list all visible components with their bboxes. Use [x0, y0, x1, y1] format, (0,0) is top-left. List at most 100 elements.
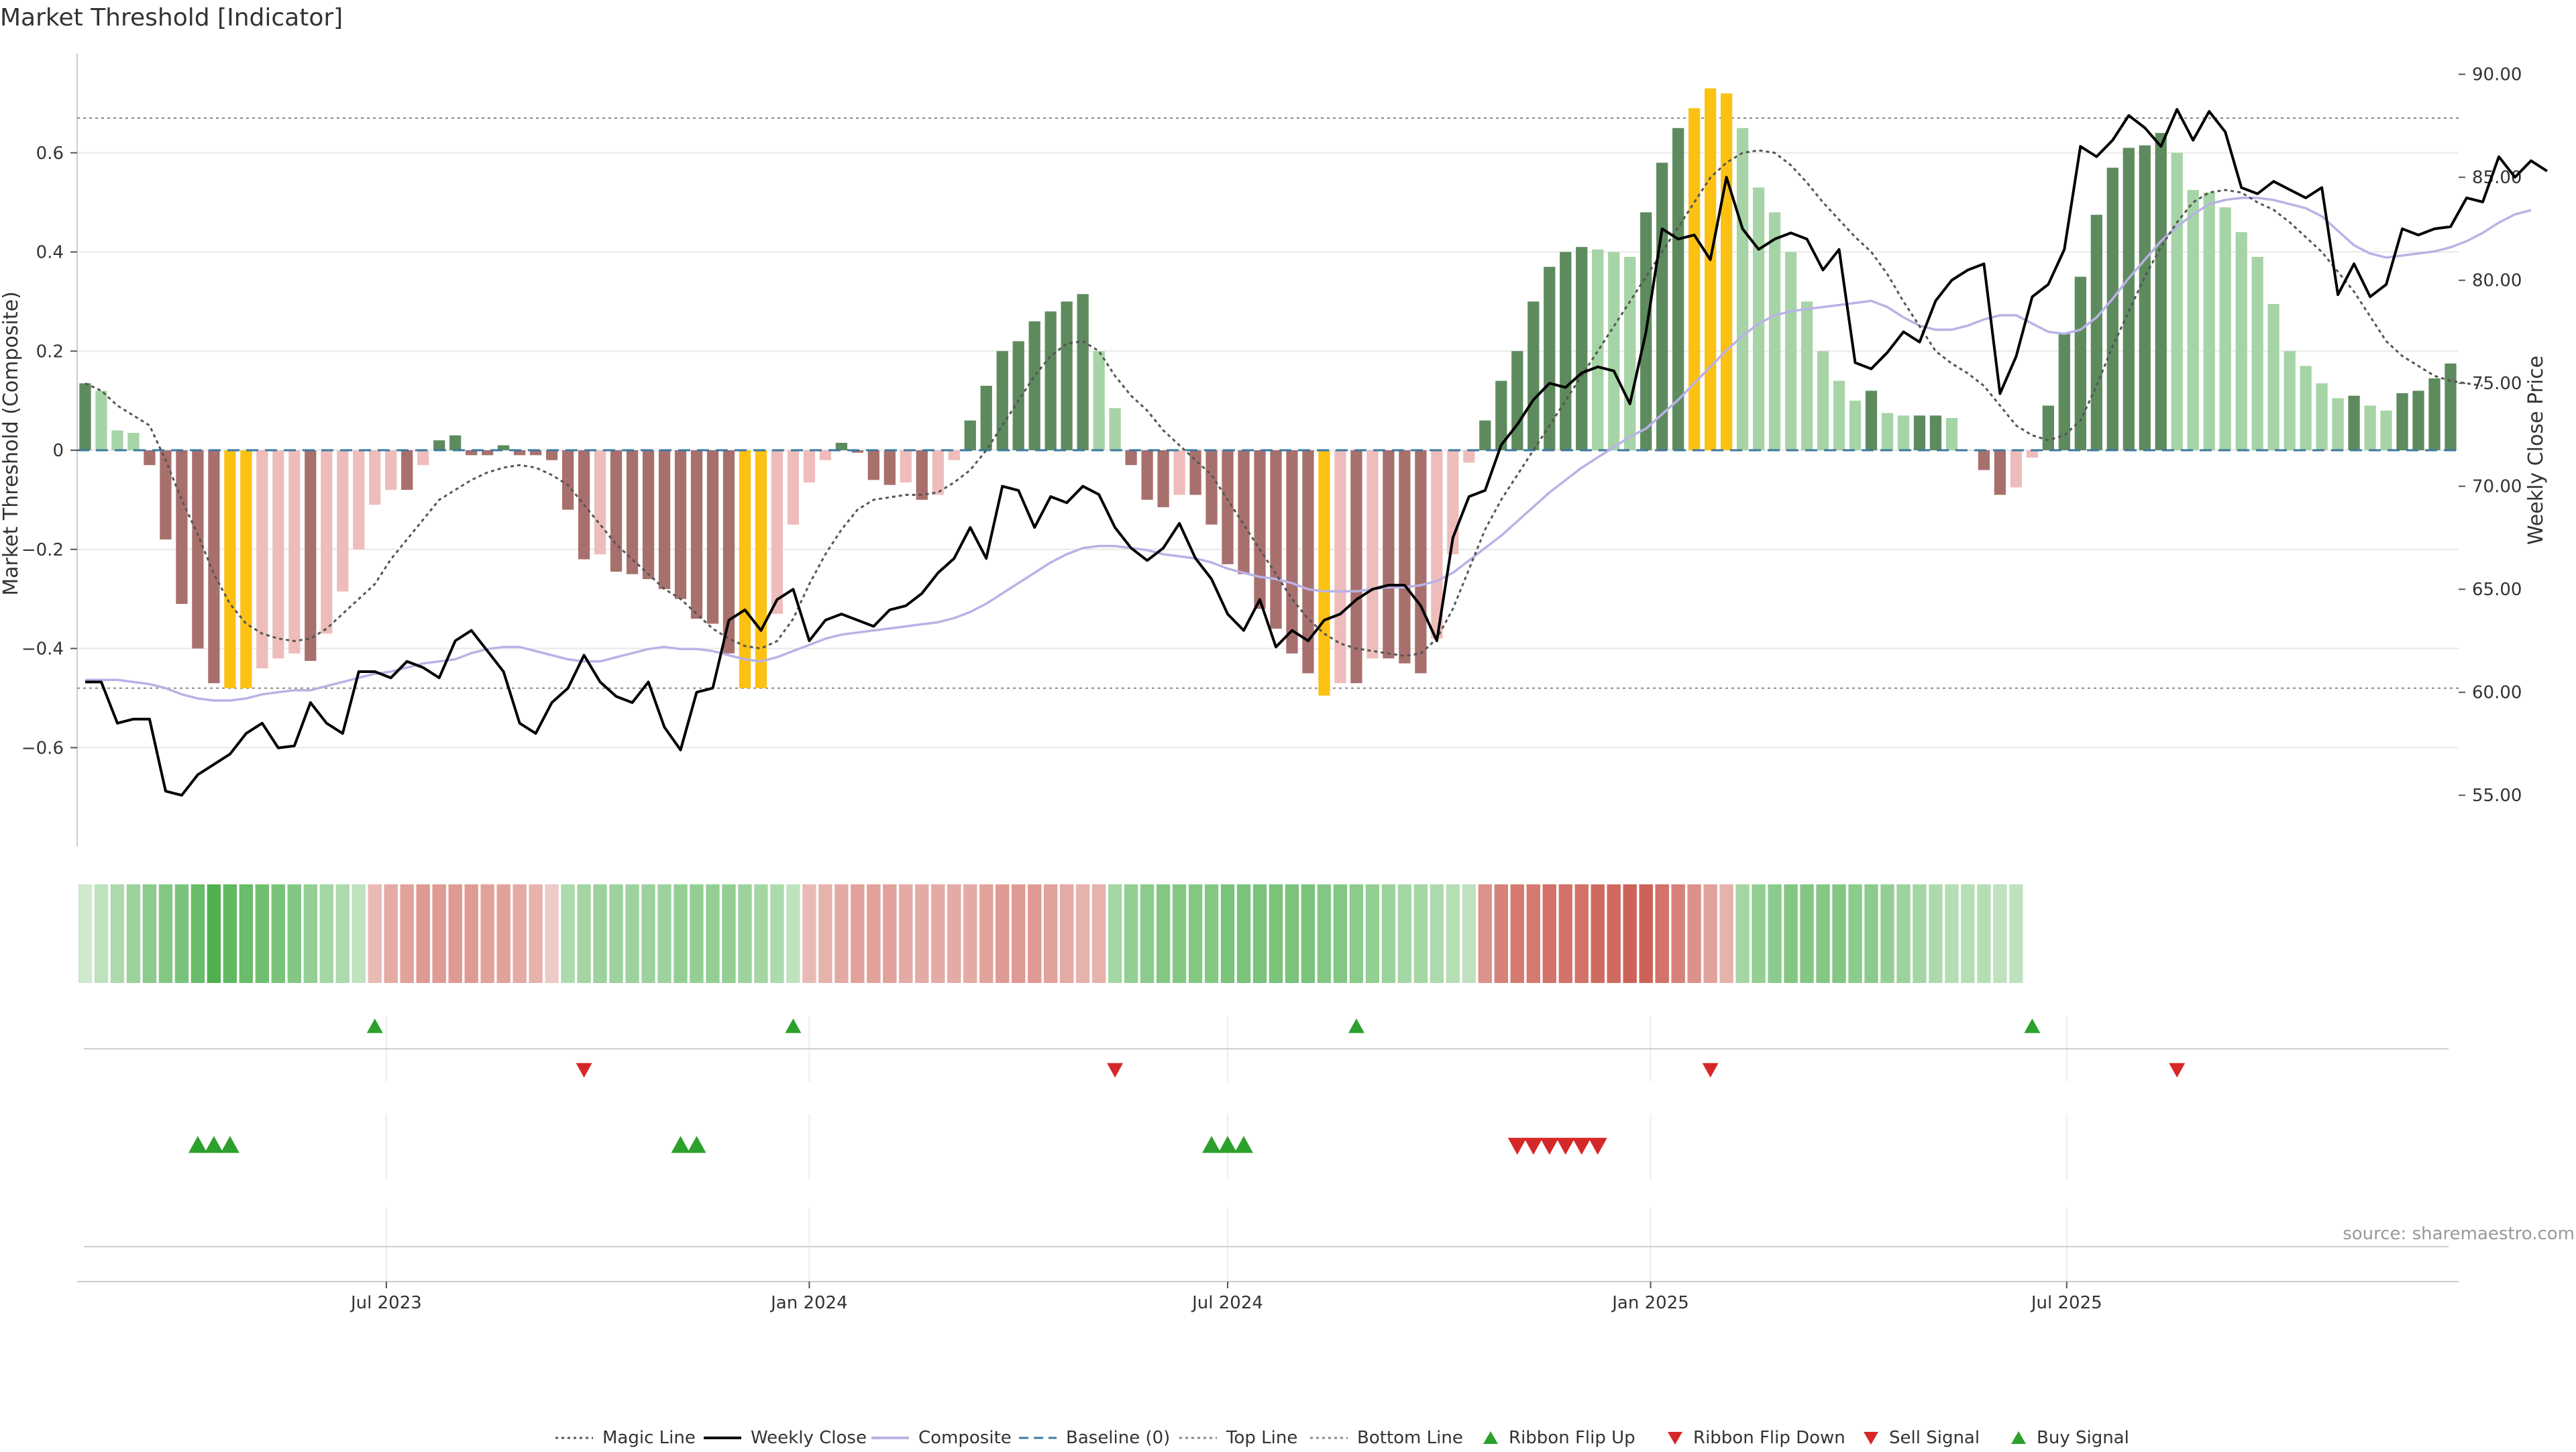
- composite-bar: [2428, 378, 2440, 450]
- ribbon-cell: [625, 884, 639, 983]
- ribbon-cell: [1977, 884, 1991, 983]
- composite-bar: [1061, 301, 1073, 450]
- right-axis-tick-label: 65.00: [2472, 580, 2522, 600]
- composite-bar: [610, 450, 623, 572]
- composite-bar: [545, 450, 558, 460]
- ribbon-cell: [480, 884, 494, 983]
- ribbon-cell: [786, 884, 800, 983]
- ribbon-cell: [657, 884, 672, 983]
- legend-label: Top Line: [1226, 1428, 1298, 1448]
- ribbon-cell: [1043, 884, 1058, 983]
- composite-bar: [1125, 450, 1137, 466]
- composite-bar: [2251, 256, 2263, 450]
- composite-bar: [690, 450, 703, 619]
- composite-bar: [1768, 212, 1781, 450]
- ribbon-cell: [706, 884, 720, 983]
- composite-bar: [932, 450, 944, 495]
- legend-item: Composite: [870, 1428, 1012, 1448]
- buy-signal-marker: [204, 1136, 223, 1153]
- ribbon-cell: [384, 884, 398, 983]
- ribbon-flip-up-marker: [2024, 1019, 2041, 1033]
- left-axis-tick-label: 0.2: [36, 342, 64, 362]
- left-axis-tick-label: 0.4: [36, 243, 64, 263]
- composite-bar: [127, 433, 140, 450]
- composite-bar: [948, 450, 960, 460]
- composite-bar: [1173, 450, 1185, 495]
- ribbon-cell: [561, 884, 575, 983]
- composite-bar: [353, 450, 365, 550]
- ribbon-cell: [416, 884, 430, 983]
- right-axis-tick-label: 55.00: [2472, 786, 2522, 806]
- right-axis-label: Weekly Close Price: [2524, 356, 2548, 545]
- ribbon-cell: [352, 884, 366, 983]
- ribbon-cell: [223, 884, 237, 983]
- ribbon-cell: [1993, 884, 2007, 983]
- ribbon-cell: [1252, 884, 1267, 983]
- sell-signal-marker: [1523, 1137, 1543, 1155]
- ribbon-cell: [432, 884, 446, 983]
- legend-item: Top Line: [1178, 1428, 1297, 1448]
- legend-item: Ribbon Flip Down: [1665, 1428, 1845, 1448]
- composite-bar: [803, 450, 816, 483]
- composite-bar: [2348, 395, 2360, 450]
- composite-bar: [674, 450, 687, 599]
- composite-bar: [1109, 408, 1121, 450]
- ribbon-cell: [1333, 884, 1348, 983]
- composite-bar: [513, 450, 526, 456]
- composite-bar: [1205, 450, 1218, 525]
- ribbon-cell: [1832, 884, 1846, 983]
- ribbon-cell: [1365, 884, 1380, 983]
- ribbon-cell: [1558, 884, 1572, 983]
- composite-bar: [706, 450, 719, 624]
- ribbon-cell: [1607, 884, 1621, 983]
- composite-bar: [2090, 215, 2102, 450]
- ribbon-cell: [1462, 884, 1477, 983]
- composite-bar: [256, 450, 268, 669]
- ribbon-cell: [738, 884, 752, 983]
- legend-item: Magic Line: [554, 1428, 696, 1448]
- composite-bar: [337, 450, 349, 592]
- legend-swatch: [1019, 1437, 1057, 1439]
- composite-bar: [208, 450, 220, 684]
- composite-bar: [2187, 190, 2199, 450]
- ribbon-cell: [126, 884, 141, 983]
- composite-bar: [2445, 363, 2457, 450]
- ribbon-cell: [770, 884, 784, 983]
- ribbon-cell: [979, 884, 994, 983]
- composite-bar: [1704, 88, 1717, 450]
- composite-bar: [2042, 405, 2054, 450]
- ribbon-cell: [1896, 884, 1911, 983]
- composite-bar: [980, 385, 992, 450]
- composite-bar: [1511, 351, 1523, 450]
- ribbon-cell: [899, 884, 913, 983]
- legend-label: Bottom Line: [1357, 1428, 1463, 1448]
- composite-bar: [385, 450, 397, 490]
- ribbon-cell: [1639, 884, 1653, 983]
- ribbon-cell: [1317, 884, 1332, 983]
- legend-label: Sell Signal: [1889, 1428, 1980, 1448]
- ribbon-cell: [931, 884, 945, 983]
- legend-swatch: [871, 1437, 909, 1439]
- ribbon-cell: [1172, 884, 1187, 983]
- buy-signal-marker: [220, 1136, 239, 1153]
- composite-bar: [1752, 187, 1765, 450]
- composite-bar: [642, 450, 655, 580]
- composite-bar: [561, 450, 574, 510]
- legend-item: Weekly Close: [702, 1428, 867, 1448]
- bottom-axis-tick-label: Jul 2025: [2030, 1293, 2102, 1313]
- ribbon-cell: [464, 884, 478, 983]
- composite-bar: [1736, 127, 1749, 450]
- buy-signal-marker: [188, 1136, 207, 1153]
- ribbon-cell: [303, 884, 317, 983]
- composite-bar: [1784, 252, 1797, 450]
- ribbon-flip-up-marker: [785, 1019, 802, 1033]
- composite-bar: [1849, 401, 1862, 450]
- ribbon-cell: [271, 884, 286, 983]
- composite-bar: [1012, 341, 1024, 450]
- composite-bar: [482, 450, 494, 456]
- ribbon-cell: [593, 884, 607, 983]
- left-axis-tick-label: −0.4: [21, 639, 64, 660]
- ribbon-cell: [674, 884, 688, 983]
- composite-bar: [739, 450, 751, 688]
- ribbon-cell: [818, 884, 833, 983]
